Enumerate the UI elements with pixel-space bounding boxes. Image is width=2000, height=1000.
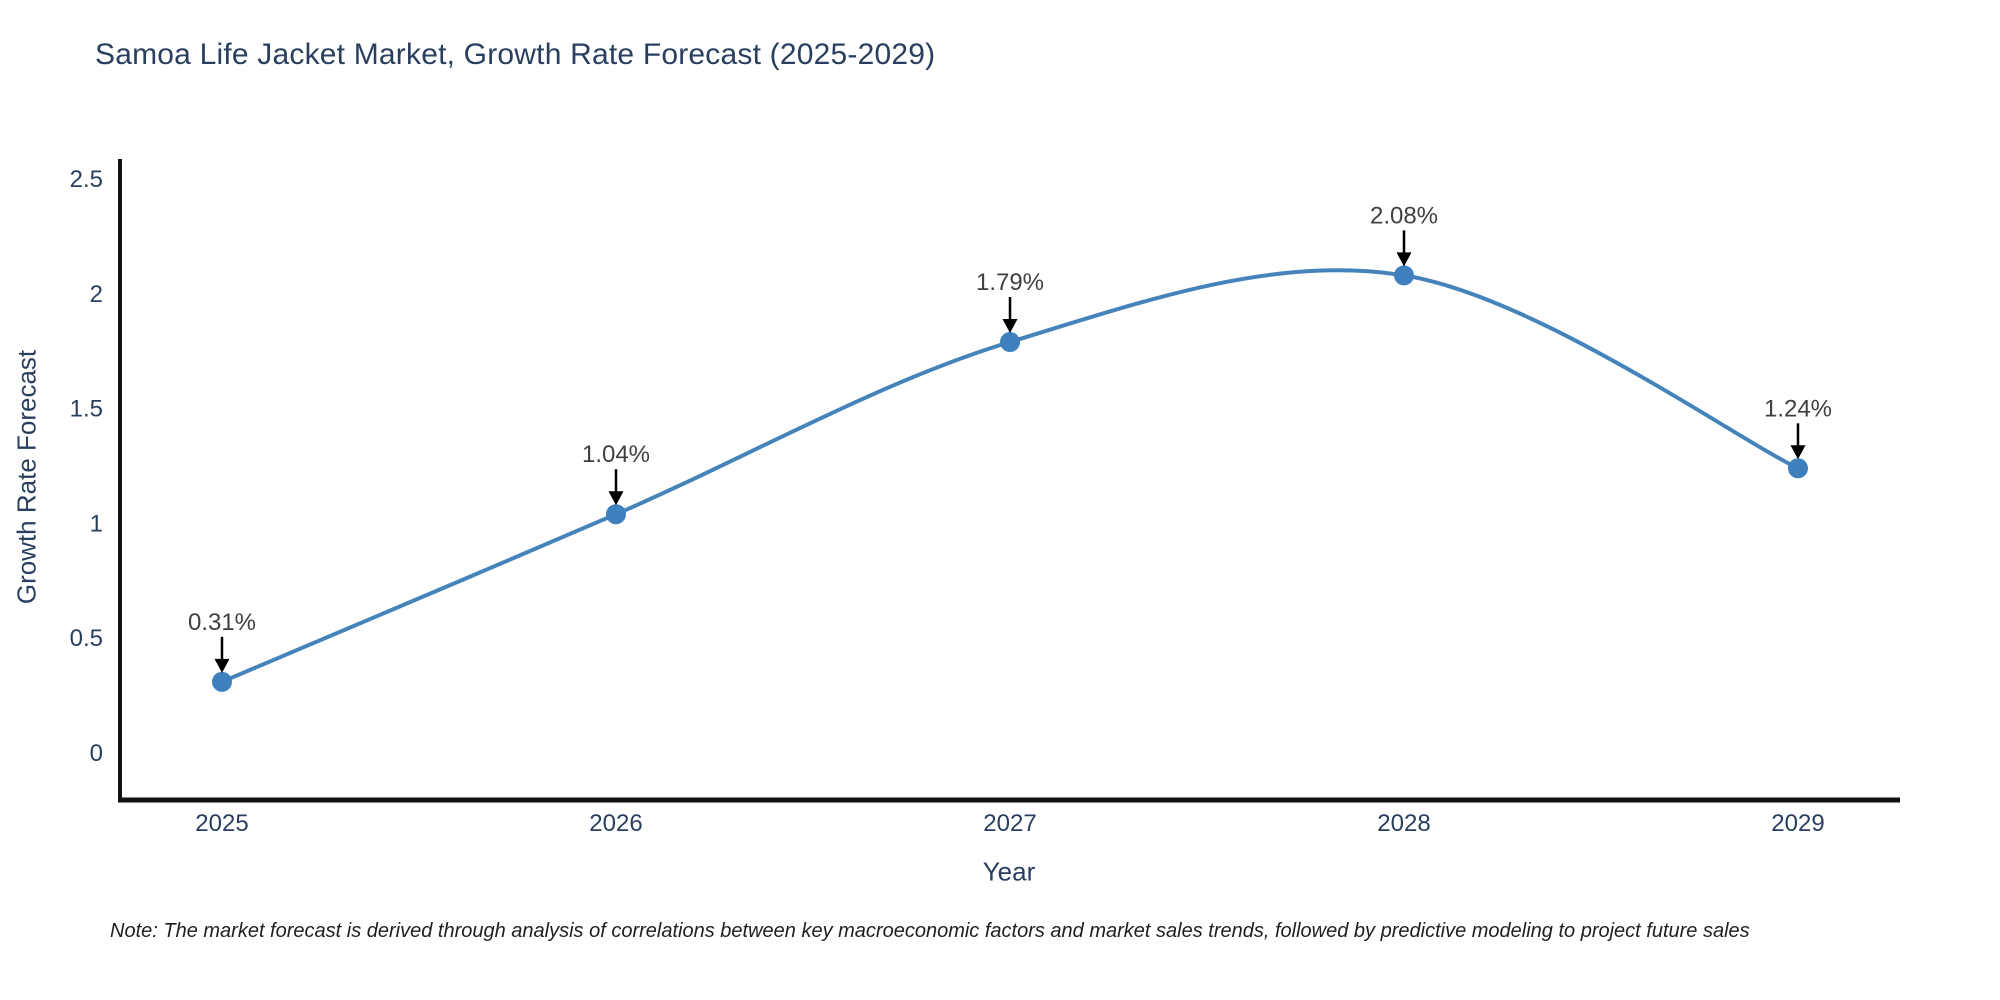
point-value-label: 1.24% (1764, 395, 1832, 422)
data-point-marker[interactable] (1394, 265, 1414, 286)
y-tick-label: 0.5 (70, 625, 103, 652)
annotation-arrowhead-icon (1790, 445, 1806, 460)
x-tick-label: 2025 (195, 810, 248, 837)
point-value-label: 1.04% (582, 441, 650, 468)
y-tick-label: 2.5 (70, 166, 103, 193)
x-tick-label: 2028 (1377, 810, 1430, 837)
data-point-marker[interactable] (606, 504, 626, 525)
data-point-marker[interactable] (1000, 332, 1020, 353)
annotation-arrowhead-icon (214, 658, 230, 673)
data-point-marker[interactable] (1788, 458, 1808, 479)
chart-title: Samoa Life Jacket Market, Growth Rate Fo… (95, 38, 936, 71)
data-point-marker[interactable] (212, 671, 232, 692)
y-tick-label: 1 (90, 510, 103, 537)
y-tick-label: 1.5 (70, 396, 103, 423)
point-value-label: 0.31% (188, 609, 256, 636)
point-value-label: 2.08% (1370, 202, 1438, 229)
y-tick-label: 2 (90, 281, 103, 308)
x-tick-label: 2029 (1771, 810, 1824, 837)
x-tick-label: 2027 (983, 810, 1036, 837)
footnote: Note: The market forecast is derived thr… (110, 920, 1750, 942)
x-axis-title: Year (982, 856, 1036, 887)
x-tick-label: 2026 (589, 810, 642, 837)
point-value-label: 1.79% (976, 269, 1044, 296)
annotation-arrowhead-icon (608, 491, 624, 506)
annotation-arrowhead-icon (1396, 252, 1412, 267)
annotation-arrowhead-icon (1002, 319, 1018, 334)
y-tick-label: 0 (90, 740, 103, 767)
